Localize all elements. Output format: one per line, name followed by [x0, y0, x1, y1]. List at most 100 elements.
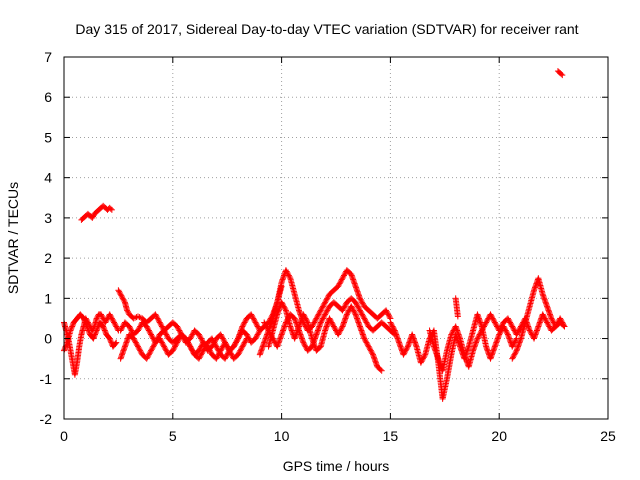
data-point	[146, 350, 153, 357]
data-point	[161, 328, 168, 335]
data-point	[349, 306, 356, 313]
data-point	[162, 330, 169, 337]
data-point	[81, 316, 88, 323]
data-point	[124, 307, 131, 314]
data-point	[219, 334, 226, 341]
data-point	[103, 316, 110, 323]
data-point	[335, 283, 342, 290]
data-point	[62, 344, 69, 351]
data-point	[187, 334, 194, 341]
data-point	[337, 279, 344, 286]
data-point	[340, 304, 347, 311]
data-point	[316, 310, 323, 317]
data-point	[401, 350, 408, 357]
data-point	[330, 323, 337, 330]
data-point	[107, 205, 114, 212]
data-point	[360, 314, 367, 321]
data-point	[340, 273, 347, 280]
data-point	[362, 316, 369, 323]
data-point	[264, 326, 271, 333]
data-point	[90, 213, 97, 220]
data-points	[61, 68, 568, 402]
x-tick-label: 15	[383, 428, 399, 444]
data-point	[248, 312, 255, 319]
data-point	[343, 311, 350, 318]
data-point	[336, 280, 343, 287]
data-point	[282, 306, 289, 313]
data-point	[235, 334, 242, 341]
data-point	[317, 307, 324, 314]
data-point	[359, 311, 366, 318]
data-point	[227, 348, 234, 355]
data-point	[369, 350, 376, 357]
data-point	[356, 307, 363, 314]
data-point	[327, 316, 334, 323]
data-point	[261, 320, 268, 327]
data-point	[358, 310, 365, 317]
data-point	[367, 347, 374, 354]
data-point	[319, 304, 326, 311]
data-point	[107, 338, 114, 345]
data-point	[280, 303, 287, 310]
data-point	[353, 300, 360, 307]
data-point	[160, 342, 167, 349]
data-point	[352, 299, 359, 306]
data-point	[216, 348, 223, 355]
data-point	[319, 316, 326, 323]
data-point	[356, 306, 363, 313]
data-point	[302, 343, 309, 350]
data-point	[330, 322, 337, 329]
data-point	[219, 344, 226, 351]
data-point	[238, 344, 245, 351]
data-point	[356, 295, 363, 302]
data-point	[126, 323, 133, 330]
data-point	[254, 331, 261, 338]
data-point	[174, 324, 181, 331]
data-point	[188, 332, 195, 339]
y-tick-label: -1	[40, 371, 53, 387]
data-point	[68, 324, 75, 331]
data-point	[300, 339, 307, 346]
data-point	[418, 358, 425, 365]
data-point	[383, 308, 390, 315]
data-point	[132, 339, 139, 346]
data-point	[318, 306, 325, 313]
data-point	[385, 312, 392, 319]
data-point	[351, 308, 358, 315]
data-point	[331, 324, 338, 331]
data-point	[171, 344, 178, 351]
data-point	[115, 287, 122, 294]
data-point	[93, 327, 100, 334]
data-point	[101, 326, 108, 333]
data-point	[322, 311, 329, 318]
data-point	[118, 292, 125, 299]
data-point	[110, 318, 117, 325]
data-point	[339, 307, 346, 314]
data-point	[364, 342, 371, 349]
data-point	[157, 320, 164, 327]
data-point	[421, 352, 428, 359]
x-axis-label: GPS time / hours	[283, 458, 390, 474]
data-point	[131, 336, 138, 343]
data-point	[338, 276, 345, 283]
data-point	[209, 336, 216, 343]
data-point	[244, 332, 251, 339]
x-tick-label: 5	[169, 428, 177, 444]
data-point	[145, 352, 152, 359]
data-point	[279, 300, 286, 307]
data-point	[132, 338, 139, 345]
data-point	[345, 308, 352, 315]
data-point	[327, 318, 334, 325]
data-point	[454, 313, 461, 320]
data-point	[170, 346, 177, 353]
data-point	[148, 331, 155, 338]
data-point	[301, 312, 308, 319]
x-tick-label: 0	[60, 428, 68, 444]
data-point	[206, 347, 213, 354]
data-point	[285, 272, 292, 279]
data-point	[339, 275, 346, 282]
data-point	[317, 308, 324, 315]
data-point	[111, 320, 118, 327]
data-point	[210, 338, 217, 345]
data-point	[385, 311, 392, 318]
